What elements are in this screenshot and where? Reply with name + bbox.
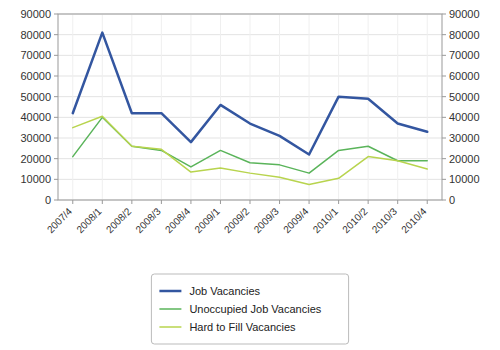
x-tick-label: 2008/3	[133, 205, 163, 235]
y2-tick	[442, 34, 446, 35]
y-tick-label: 20000	[20, 153, 51, 165]
x-tick	[427, 200, 428, 204]
x-tick-label: 2007/4	[45, 205, 75, 235]
y2-tick	[442, 138, 446, 139]
y-tick	[54, 117, 58, 118]
lines	[73, 33, 427, 185]
x-tick	[397, 200, 398, 204]
y2-tick	[442, 55, 446, 56]
x-tick	[309, 200, 310, 204]
x-tick-label: 2009/4	[281, 205, 311, 235]
grid-line	[338, 14, 339, 200]
x-tick-label: 2010/3	[370, 205, 400, 235]
legend-label: Hard to Fill Vacancies	[189, 321, 296, 333]
grid-line	[131, 14, 132, 200]
x-tick	[72, 200, 73, 204]
x-tick-label: 2009/2	[222, 205, 252, 235]
x-tick-label: 2009/3	[252, 205, 282, 235]
y2-tick-label: 90000	[449, 8, 480, 20]
y-tick-label: 50000	[20, 91, 51, 103]
y-tick-label: 60000	[20, 70, 51, 82]
y-tick	[54, 34, 58, 35]
series-line	[73, 33, 427, 155]
legend-label: Job Vacancies	[189, 285, 260, 297]
y-tick-label: 80000	[20, 29, 51, 41]
x-tick	[161, 200, 162, 204]
y2-tick-label: 30000	[449, 132, 480, 144]
x-axis: 2007/42008/12008/22008/32008/42009/12009…	[45, 200, 429, 235]
x-tick-label: 2009/1	[192, 205, 222, 235]
x-tick	[190, 200, 191, 204]
legend-box	[151, 274, 348, 344]
x-tick	[368, 200, 369, 204]
grid-line	[397, 14, 398, 200]
y-tick-label: 90000	[20, 8, 51, 20]
grid-line	[72, 14, 73, 200]
x-tick-label: 2010/2	[340, 205, 370, 235]
y2-tick-label: 80000	[449, 29, 480, 41]
y2-tick	[442, 158, 446, 159]
y-tick-label: 70000	[20, 49, 51, 61]
y-tick	[54, 96, 58, 97]
grid-line	[161, 14, 162, 200]
legend-swatch	[159, 326, 181, 328]
grid-line	[427, 14, 428, 200]
x-tick	[250, 200, 251, 204]
y-tick	[54, 158, 58, 159]
y2-tick-label: 50000	[449, 91, 480, 103]
grid-line	[279, 14, 280, 200]
x-tick-label: 2010/4	[399, 205, 429, 235]
chart-container: 0 10000 20000 30000 40000 50000 60000 70000 8000…	[0, 0, 500, 350]
y2-tick-label: 20000	[449, 153, 480, 165]
y-tick	[54, 55, 58, 56]
y-tick	[54, 138, 58, 139]
y2-tick-label: 70000	[449, 49, 480, 61]
y-tick	[54, 14, 58, 15]
series-line	[73, 116, 427, 184]
x-tick	[338, 200, 339, 204]
x-tick	[102, 200, 103, 204]
legend-swatch	[159, 290, 181, 293]
y-tick-label: 30000	[20, 132, 51, 144]
x-tick	[279, 200, 280, 204]
grid-line	[102, 14, 103, 200]
x-tick-label: 2010/1	[311, 205, 341, 235]
grid-line	[368, 14, 369, 200]
y2-tick	[442, 96, 446, 97]
y-tick	[54, 179, 58, 180]
y2-axis: 0 10000 20000 30000 40000 50000 60000 70000 8000…	[442, 8, 480, 206]
x-tick-label: 2008/4	[163, 205, 193, 235]
y-tick-label: 0	[45, 194, 51, 206]
y2-tick	[442, 117, 446, 118]
y2-tick	[442, 200, 446, 201]
y-tick	[54, 76, 58, 77]
x-tick-label: 2008/1	[74, 205, 104, 235]
y2-tick	[442, 14, 446, 15]
legend-swatch	[159, 308, 181, 310]
y2-tick-label: 0	[449, 194, 455, 206]
chart-svg: 0 10000 20000 30000 40000 50000 60000 70000 8000…	[0, 0, 500, 350]
x-tick-label: 2008/2	[104, 205, 134, 235]
x-tick	[131, 200, 132, 204]
y2-tick	[442, 76, 446, 77]
y-tick	[54, 200, 58, 201]
legend: Job Vacancies Unoccupied Job Vacancies Har…	[151, 274, 348, 344]
grid-line	[250, 14, 251, 200]
y-tick-label: 40000	[20, 111, 51, 123]
y2-tick	[442, 179, 446, 180]
y-tick-label: 10000	[20, 173, 51, 185]
series-line	[73, 117, 427, 173]
y-axis: 0 10000 20000 30000 40000 50000 60000 70000 8000…	[20, 8, 58, 206]
y2-tick-label: 10000	[449, 173, 480, 185]
grid	[58, 14, 442, 200]
y2-tick-label: 40000	[449, 111, 480, 123]
legend-label: Unoccupied Job Vacancies	[189, 303, 321, 315]
x-tick	[220, 200, 221, 204]
plot-frame	[58, 14, 442, 200]
y2-tick-label: 60000	[449, 70, 480, 82]
